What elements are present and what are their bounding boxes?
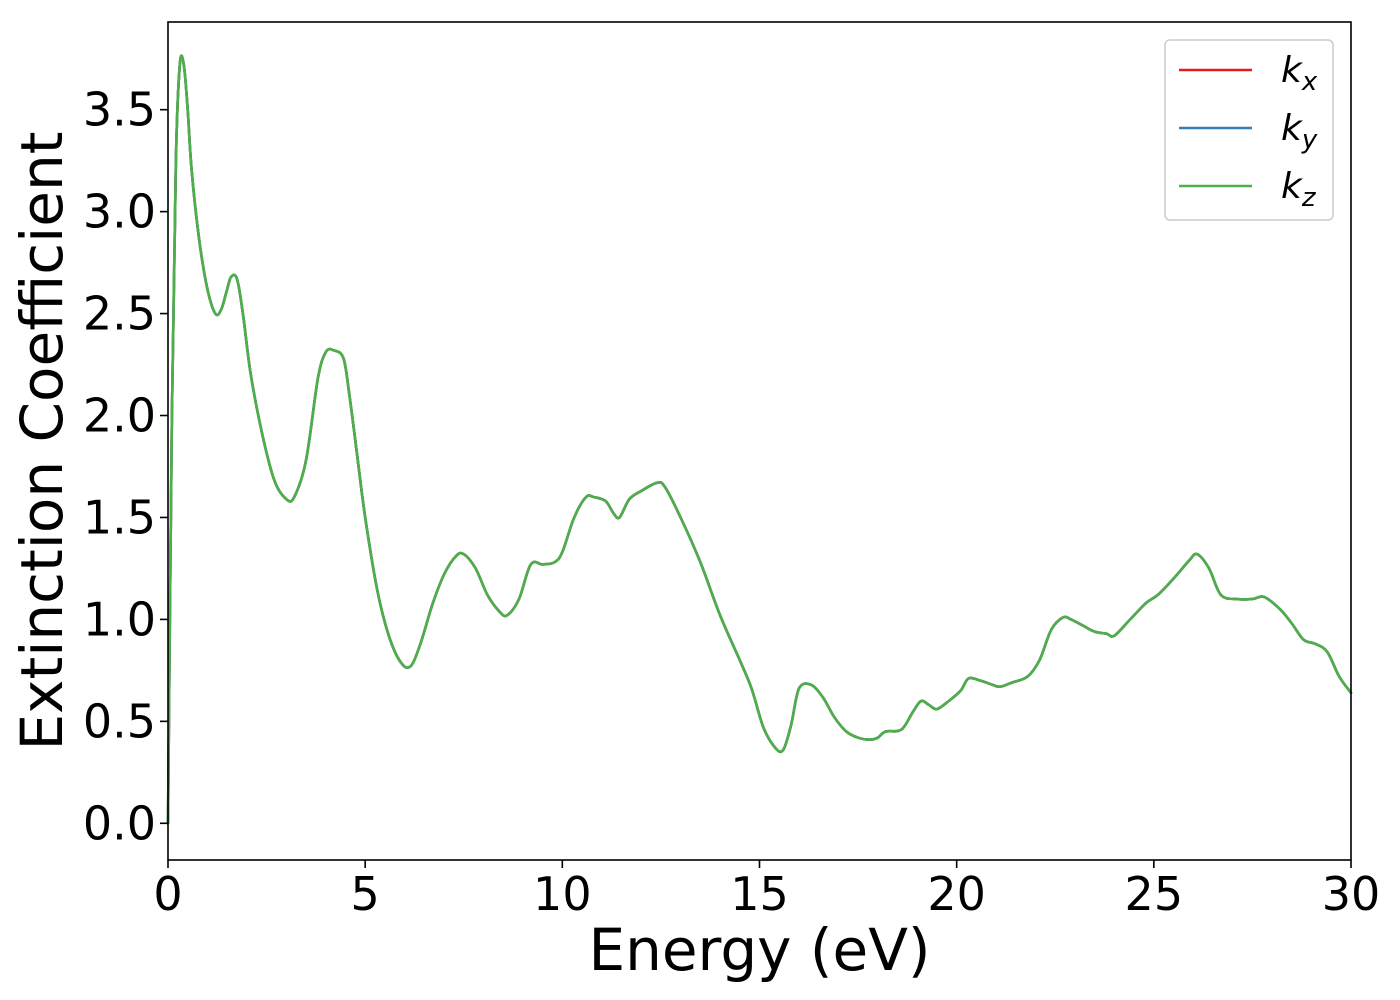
y-tick-label: 3.0 xyxy=(83,185,156,239)
y-tick-label: 2.0 xyxy=(83,389,156,443)
legend-label-kz: kz xyxy=(1281,166,1317,213)
x-axis-title: Energy (eV) xyxy=(588,916,930,984)
x-tick-label: 20 xyxy=(927,867,986,921)
y-axis: 0.0 0.5 1.0 1.5 2.0 2.5 3.0 3.5 xyxy=(83,83,168,850)
series-line-kz xyxy=(166,54,1353,825)
series-layer xyxy=(166,54,1353,825)
y-tick-label: 1.0 xyxy=(83,592,156,646)
x-axis: 0 5 10 15 20 25 30 xyxy=(153,860,1380,921)
legend-label-kx: kx xyxy=(1281,50,1318,97)
y-tick-label: 3.5 xyxy=(83,83,156,137)
x-tick-label: 15 xyxy=(730,867,789,921)
y-tick-label: 0.0 xyxy=(83,796,156,850)
y-axis-title: Extinction Coefficient xyxy=(8,132,76,751)
legend-label-ky: ky xyxy=(1281,108,1318,155)
y-tick-label: 1.5 xyxy=(83,490,156,544)
legend-box xyxy=(1164,39,1334,221)
x-tick-label: 10 xyxy=(533,867,592,921)
legend: kx ky kz xyxy=(1164,39,1334,221)
x-tick-label: 0 xyxy=(153,867,182,921)
x-tick-label: 5 xyxy=(351,867,380,921)
y-tick-label: 2.5 xyxy=(83,287,156,341)
x-tick-label: 30 xyxy=(1322,867,1381,921)
x-tick-label: 25 xyxy=(1125,867,1184,921)
y-tick-label: 0.5 xyxy=(83,694,156,748)
